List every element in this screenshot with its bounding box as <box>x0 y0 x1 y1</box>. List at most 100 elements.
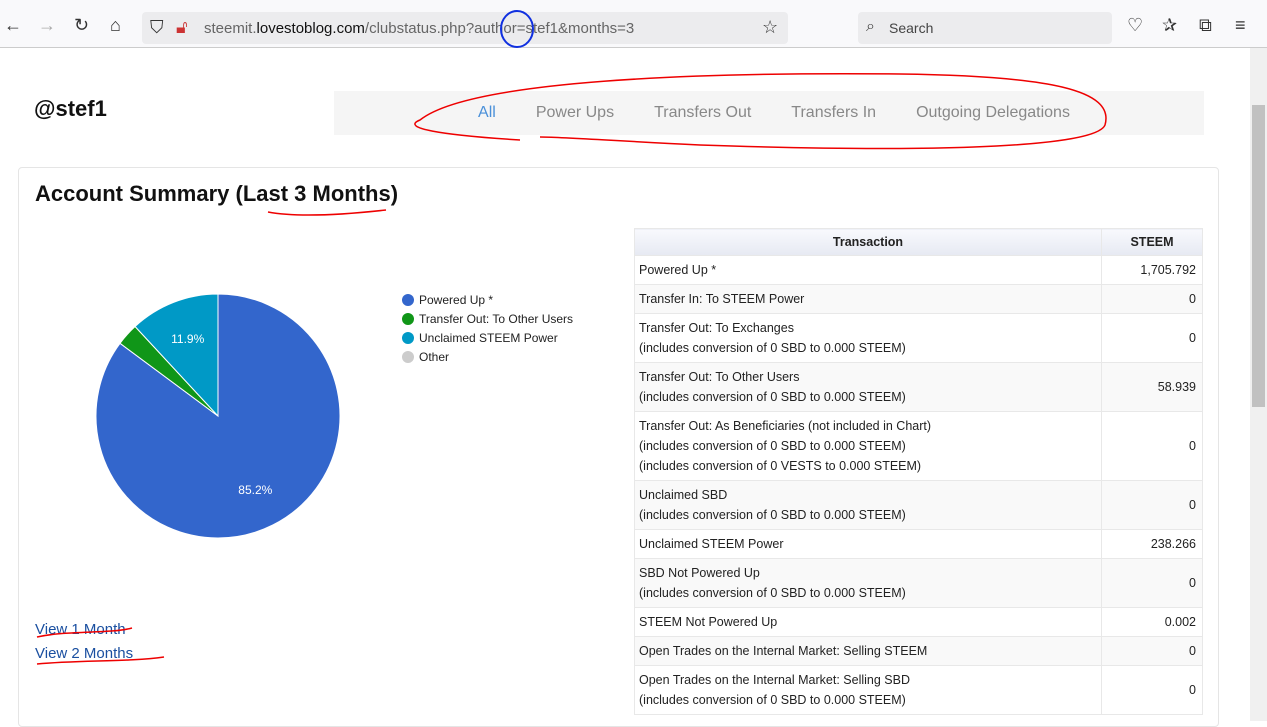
label-line: Transfer In: To STEEM Power <box>639 292 805 306</box>
legend-label: Other <box>419 349 450 364</box>
browser-toolbar: ← → ↻ ⌂ ⛉ 🔓︎ steemit.lovestoblog.com/clu… <box>0 0 1267 48</box>
table-row: Open Trades on the Internal Market: Sell… <box>634 636 1203 666</box>
steem-value: 0 <box>1101 313 1203 363</box>
insecure-lock-icon[interactable]: 🔓︎ <box>176 17 188 37</box>
pie-data-label: 85.2% <box>238 483 272 497</box>
label-line: Unclaimed SBD <box>639 488 728 502</box>
label-line: (includes conversion of 0 SBD to 0.000 S… <box>639 693 906 707</box>
scrollbar-thumb[interactable] <box>1252 105 1265 407</box>
table-row: Transfer Out: To Other Users (includes co… <box>634 362 1203 412</box>
legend-label: Unclaimed STEEM Power <box>419 330 558 345</box>
period-links: View 1 Month View 2 Months <box>35 618 133 666</box>
steem-value: 0 <box>1101 480 1203 530</box>
steem-value: 0 <box>1101 558 1203 608</box>
table-row: SBD Not Powered Up (includes conversion o… <box>634 558 1203 608</box>
legend-swatch <box>402 312 414 325</box>
label-line: (includes conversion of 0 VESTS to 0.000… <box>639 459 922 473</box>
tab-transfers-in[interactable]: Transfers In <box>791 104 877 121</box>
label-line: (includes conversion of 0 SBD to 0.000 S… <box>639 508 906 522</box>
transaction-label: Transfer Out: As Beneficiaries (not incl… <box>634 411 1102 481</box>
label-line: (includes conversion of 0 SBD to 0.000 S… <box>639 586 906 600</box>
label-line: Transfer Out: As Beneficiaries (not incl… <box>639 419 932 433</box>
url-bar[interactable]: ⛉ 🔓︎ steemit.lovestoblog.com/clubstatus.… <box>142 12 788 44</box>
bookmark-star-icon[interactable]: ☆ <box>762 17 779 37</box>
username: @stef1 <box>34 96 107 121</box>
legend-swatch <box>402 293 414 306</box>
transaction-label: Powered Up * <box>634 255 1102 285</box>
table-row: Open Trades on the Internal Market: Sell… <box>634 665 1203 715</box>
table-row: Transfer In: To STEEM Power 0 <box>634 284 1203 314</box>
label-line: Transfer Out: To Other Users <box>639 370 800 384</box>
label-line: Open Trades on the Internal Market: Sell… <box>639 673 910 687</box>
steem-value: 0 <box>1101 284 1203 314</box>
url-text[interactable]: steemit.lovestoblog.com/clubstatus.php?a… <box>204 20 635 37</box>
legend-item: Other <box>402 347 573 366</box>
pie-data-label: 11.9% <box>171 332 204 346</box>
transaction-label: Open Trades on the Internal Market: Sell… <box>634 665 1102 715</box>
reload-icon[interactable]: ↻ <box>74 15 90 35</box>
legend-item: Powered Up * <box>402 290 573 309</box>
transaction-label: SBD Not Powered Up (includes conversion o… <box>634 558 1102 608</box>
label-line: (includes conversion of 0 SBD to 0.000 S… <box>639 439 906 453</box>
chart-legend: Powered Up * Transfer Out: To Other Users… <box>402 290 573 366</box>
steem-value: 238.266 <box>1101 529 1203 559</box>
transaction-label: Unclaimed SBD (includes conversion of 0 S… <box>634 480 1102 530</box>
pocket-icon[interactable]: ♡ <box>1127 15 1144 35</box>
label-line: Unclaimed STEEM Power <box>639 537 784 551</box>
label-line: Transfer Out: To Exchanges <box>639 321 794 335</box>
nav-tabs: All Power Ups Transfers Out Transfers In Out… <box>334 91 1204 135</box>
steem-value: 1,705.792 <box>1101 255 1203 285</box>
transaction-label: Transfer Out: To Exchanges (includes conv… <box>634 313 1102 363</box>
transaction-label: STEEM Not Powered Up <box>634 607 1102 637</box>
tab-power-ups[interactable]: Power Ups <box>535 104 615 121</box>
back-icon[interactable]: ← <box>4 15 22 35</box>
transaction-label: Transfer Out: To Other Users (includes co… <box>634 362 1102 412</box>
view-2-months-link[interactable]: View 2 Months <box>35 645 134 662</box>
legend-item: Unclaimed STEEM Power <box>402 328 573 347</box>
legend-label: Powered Up * <box>419 292 494 307</box>
view-1-month-link[interactable]: View 1 Month <box>35 621 126 638</box>
tab-all[interactable]: All <box>478 104 496 121</box>
steem-value: 58.939 <box>1101 362 1203 412</box>
transaction-label: Unclaimed STEEM Power <box>634 529 1102 559</box>
home-icon[interactable]: ⌂ <box>110 15 121 35</box>
menu-icon[interactable]: ≡ <box>1235 15 1246 35</box>
steem-value: 0 <box>1101 636 1203 666</box>
table-row: Transfer Out: As Beneficiaries (not incl… <box>634 411 1203 481</box>
legend-swatch <box>402 331 414 344</box>
table-row: STEEM Not Powered Up 0.002 <box>634 607 1203 637</box>
legend-item: Transfer Out: To Other Users <box>402 309 573 328</box>
forward-icon[interactable]: → <box>38 15 56 35</box>
table-row: Transfer Out: To Exchanges (includes conv… <box>634 313 1203 363</box>
shield-icon[interactable]: ⛉ <box>150 17 164 37</box>
transaction-label: Transfer In: To STEEM Power <box>634 284 1102 314</box>
transaction-label: Open Trades on the Internal Market: Sell… <box>634 636 1102 666</box>
tab-transfers-out[interactable]: Transfers Out <box>654 104 752 121</box>
search-icon: ⌕ <box>866 18 875 35</box>
table-row: Powered Up * 1,705.792 <box>634 255 1203 285</box>
legend-label: Transfer Out: To Other Users <box>419 311 574 326</box>
steem-value: 0 <box>1101 411 1203 481</box>
steem-value: 0.002 <box>1101 607 1203 637</box>
steem-value: 0 <box>1101 665 1203 715</box>
label-line: SBD Not Powered Up <box>639 566 760 580</box>
pie-chart: 85.2% 11.9% <box>95 293 341 539</box>
transaction-table: Transaction STEEM Powered Up * 1,705.792 Tr… <box>634 228 1203 715</box>
label-line: Powered Up * <box>639 263 717 277</box>
pie-slice <box>134 293 219 418</box>
bookmarks-icon[interactable]: ✰ <box>1162 15 1178 35</box>
extensions-icon[interactable]: ⧉ <box>1199 15 1212 35</box>
table-row: Unclaimed SBD (includes conversion of 0 S… <box>634 480 1203 530</box>
search-placeholder: Search <box>889 20 934 36</box>
label-line: (includes conversion of 0 SBD to 0.000 S… <box>639 390 906 404</box>
summary-title: Account Summary (Last 3 Months) <box>35 181 399 206</box>
header-transaction: Transaction <box>634 228 1102 256</box>
search-box[interactable]: ⌕ Search <box>858 12 1112 44</box>
header-steem: STEEM <box>1101 228 1203 256</box>
label-line: Open Trades on the Internal Market: Sell… <box>639 644 928 658</box>
label-line: (includes conversion of 0 SBD to 0.000 S… <box>639 341 906 355</box>
tab-outgoing-delegations[interactable]: Outgoing Delegations <box>916 104 1070 121</box>
legend-swatch <box>402 350 414 363</box>
label-line: STEEM Not Powered Up <box>639 615 778 629</box>
table-row: Unclaimed STEEM Power 238.266 <box>634 529 1203 559</box>
